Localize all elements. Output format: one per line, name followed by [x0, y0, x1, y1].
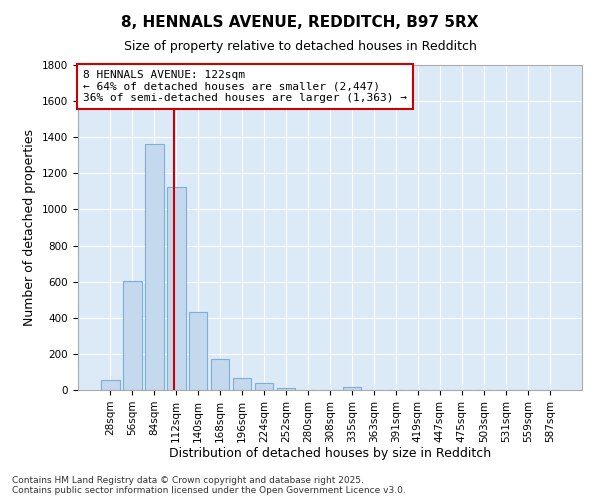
X-axis label: Distribution of detached houses by size in Redditch: Distribution of detached houses by size … — [169, 448, 491, 460]
Bar — [145, 144, 164, 390]
Bar — [101, 380, 119, 390]
Bar — [233, 378, 251, 390]
Bar — [123, 281, 142, 390]
Text: 8, HENNALS AVENUE, REDDITCH, B97 5RX: 8, HENNALS AVENUE, REDDITCH, B97 5RX — [121, 15, 479, 30]
Text: Size of property relative to detached houses in Redditch: Size of property relative to detached ho… — [124, 40, 476, 53]
Bar — [211, 360, 229, 390]
Bar — [167, 187, 185, 390]
Text: Contains HM Land Registry data © Crown copyright and database right 2025.
Contai: Contains HM Land Registry data © Crown c… — [12, 476, 406, 495]
Y-axis label: Number of detached properties: Number of detached properties — [23, 129, 37, 326]
Bar — [343, 387, 361, 390]
Bar — [255, 383, 274, 390]
Text: 8 HENNALS AVENUE: 122sqm
← 64% of detached houses are smaller (2,447)
36% of sem: 8 HENNALS AVENUE: 122sqm ← 64% of detach… — [83, 70, 407, 103]
Bar — [277, 388, 295, 390]
Bar — [189, 312, 208, 390]
